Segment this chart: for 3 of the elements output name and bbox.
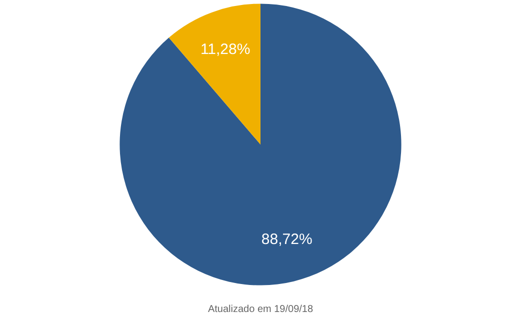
text: Atualizado em 19/09/18 bbox=[208, 304, 314, 315]
data-label: 88,72% bbox=[261, 230, 312, 248]
data-label: 11,28% bbox=[200, 40, 250, 58]
